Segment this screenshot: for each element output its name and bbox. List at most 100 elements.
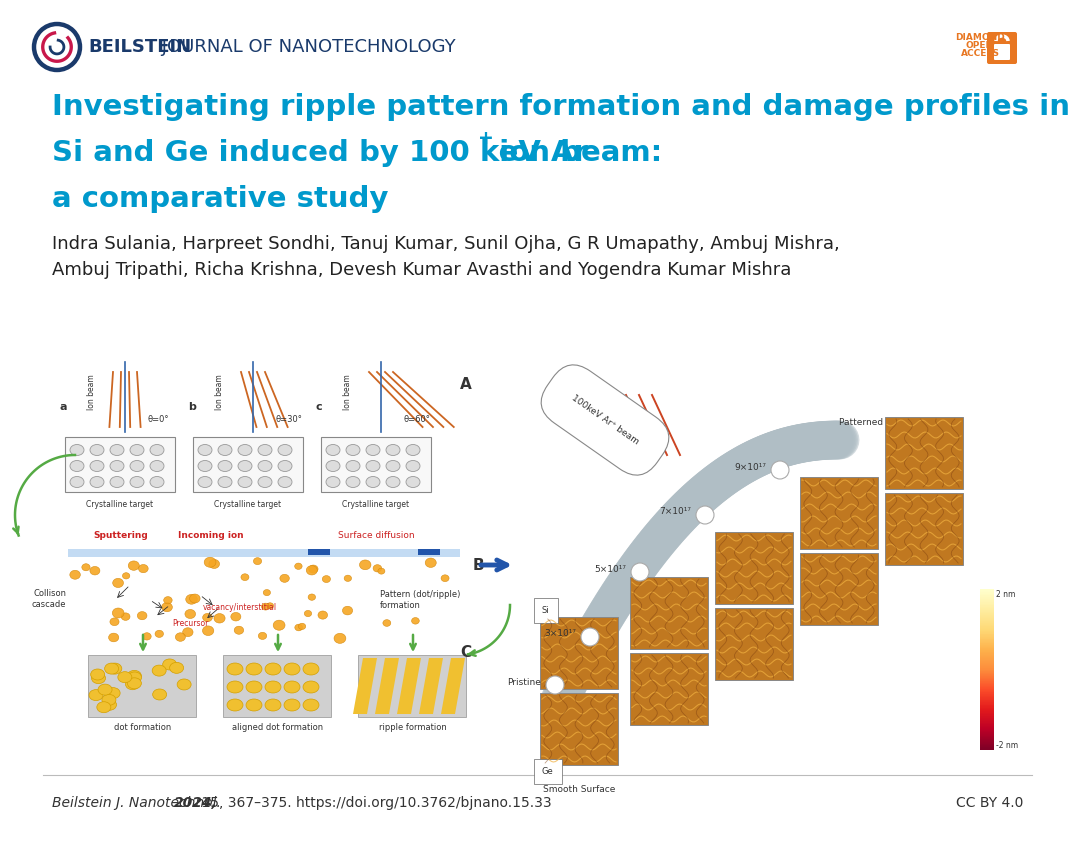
Ellipse shape: [261, 603, 270, 610]
FancyBboxPatch shape: [630, 653, 708, 725]
Text: C: C: [460, 645, 471, 660]
Ellipse shape: [214, 614, 225, 623]
Ellipse shape: [346, 461, 360, 471]
Text: -2 nm: -2 nm: [997, 741, 1018, 750]
Text: Investigating ripple pattern formation and damage profiles in: Investigating ripple pattern formation a…: [52, 93, 1070, 121]
Ellipse shape: [284, 663, 300, 675]
Circle shape: [771, 461, 789, 479]
Polygon shape: [419, 658, 443, 714]
Ellipse shape: [266, 663, 281, 675]
Text: +: +: [478, 129, 493, 148]
Ellipse shape: [161, 603, 172, 611]
Ellipse shape: [273, 620, 285, 630]
Ellipse shape: [151, 461, 164, 471]
Ellipse shape: [198, 476, 212, 487]
Text: Pristine: Pristine: [507, 677, 541, 687]
FancyBboxPatch shape: [358, 655, 465, 717]
Ellipse shape: [227, 663, 243, 675]
FancyBboxPatch shape: [885, 493, 963, 565]
Ellipse shape: [155, 630, 163, 638]
Ellipse shape: [309, 594, 316, 600]
Ellipse shape: [318, 611, 328, 619]
Text: b: b: [188, 402, 196, 412]
Ellipse shape: [267, 603, 274, 609]
Ellipse shape: [266, 699, 281, 711]
FancyBboxPatch shape: [68, 549, 460, 557]
Text: Ion beam: Ion beam: [215, 374, 225, 410]
Text: 2024,: 2024,: [174, 796, 218, 810]
Ellipse shape: [189, 594, 200, 603]
Ellipse shape: [234, 626, 244, 634]
Ellipse shape: [138, 611, 147, 620]
Ellipse shape: [108, 663, 121, 674]
Ellipse shape: [102, 694, 116, 705]
Text: Crystalline target: Crystalline target: [214, 500, 282, 509]
Text: θ=0°: θ=0°: [148, 415, 170, 423]
Ellipse shape: [231, 612, 241, 621]
Text: 2 nm: 2 nm: [997, 590, 1016, 599]
Ellipse shape: [153, 665, 167, 676]
Ellipse shape: [326, 476, 340, 487]
Text: Indra Sulania, Harpreet Sondhi, Tanuj Kumar, Sunil Ojha, G R Umapathy, Ambuj Mis: Indra Sulania, Harpreet Sondhi, Tanuj Ku…: [52, 235, 840, 253]
Circle shape: [546, 676, 564, 694]
Text: Smooth Surface: Smooth Surface: [543, 785, 615, 794]
Text: Incoming ion: Incoming ion: [178, 531, 244, 540]
Ellipse shape: [278, 445, 292, 456]
FancyBboxPatch shape: [885, 417, 963, 489]
Ellipse shape: [90, 669, 104, 680]
Ellipse shape: [366, 445, 379, 456]
Text: Sputtering: Sputtering: [94, 531, 147, 540]
Text: Patterned Surface: Patterned Surface: [840, 418, 921, 427]
Ellipse shape: [246, 699, 262, 711]
Ellipse shape: [89, 690, 103, 700]
FancyBboxPatch shape: [223, 655, 331, 717]
Ellipse shape: [153, 689, 167, 700]
Ellipse shape: [198, 461, 212, 471]
Ellipse shape: [109, 634, 118, 642]
Ellipse shape: [130, 476, 144, 487]
Ellipse shape: [326, 461, 340, 471]
Ellipse shape: [258, 461, 272, 471]
FancyBboxPatch shape: [994, 44, 1010, 60]
Ellipse shape: [412, 617, 419, 624]
Ellipse shape: [128, 678, 142, 689]
Text: JOURNAL OF NANOTECHNOLOGY: JOURNAL OF NANOTECHNOLOGY: [156, 38, 456, 56]
Text: DIAMOND: DIAMOND: [955, 33, 1005, 43]
FancyBboxPatch shape: [321, 437, 431, 492]
Ellipse shape: [98, 684, 112, 695]
Text: Pattern (dot/ripple)
formation: Pattern (dot/ripple) formation: [379, 590, 460, 610]
Ellipse shape: [70, 445, 84, 456]
Ellipse shape: [110, 476, 124, 487]
Text: Pristine: Pristine: [565, 671, 599, 680]
FancyBboxPatch shape: [715, 532, 793, 604]
Ellipse shape: [246, 663, 262, 675]
Ellipse shape: [113, 578, 124, 587]
Ellipse shape: [238, 476, 252, 487]
Ellipse shape: [118, 672, 132, 682]
Ellipse shape: [198, 445, 212, 456]
Text: OPEN: OPEN: [966, 42, 994, 50]
Text: Precursor: Precursor: [172, 618, 209, 628]
Ellipse shape: [218, 476, 232, 487]
Ellipse shape: [266, 681, 281, 693]
Text: Crystalline target: Crystalline target: [343, 500, 410, 509]
Ellipse shape: [386, 476, 400, 487]
Ellipse shape: [175, 633, 185, 641]
Text: Crystalline target: Crystalline target: [86, 500, 154, 509]
Ellipse shape: [128, 561, 140, 570]
Ellipse shape: [299, 623, 305, 629]
Text: BEILSTEIN: BEILSTEIN: [88, 38, 191, 56]
Text: c: c: [316, 402, 322, 412]
Text: Ge: Ge: [542, 767, 554, 776]
Ellipse shape: [406, 445, 420, 456]
Ellipse shape: [110, 445, 124, 456]
Ellipse shape: [378, 569, 385, 574]
Ellipse shape: [90, 567, 100, 575]
Text: θ=30°: θ=30°: [276, 415, 303, 423]
Ellipse shape: [227, 681, 243, 693]
Ellipse shape: [246, 681, 262, 693]
Ellipse shape: [406, 461, 420, 471]
Text: Ion beam: Ion beam: [344, 374, 353, 410]
Text: 100keV Ar⁺ beam: 100keV Ar⁺ beam: [570, 393, 641, 446]
Ellipse shape: [203, 613, 213, 622]
